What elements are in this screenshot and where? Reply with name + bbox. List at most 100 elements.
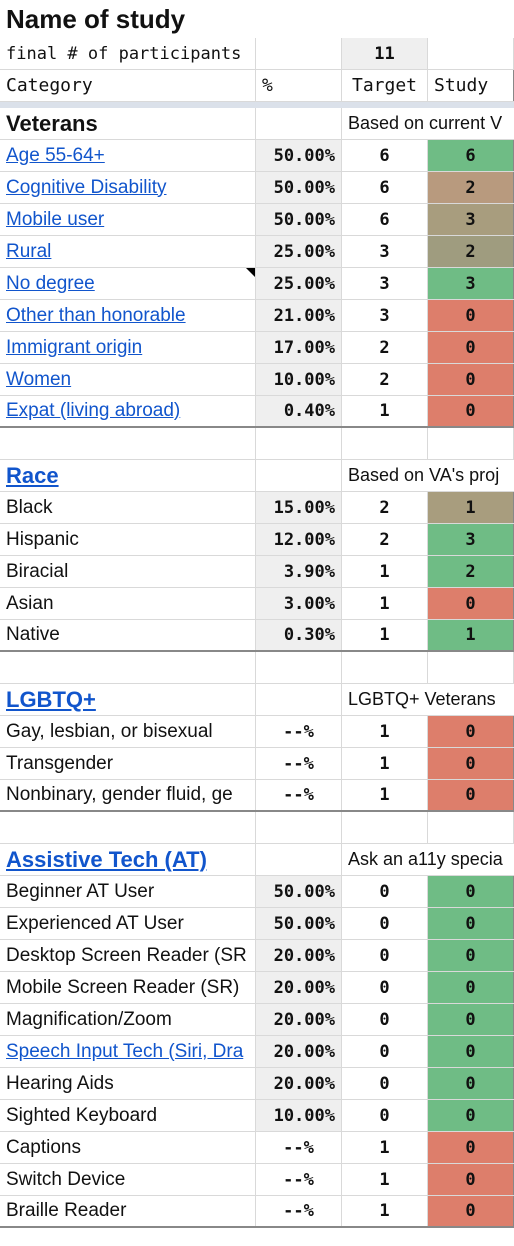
percent-cell[interactable]: 10.00%	[256, 1100, 342, 1131]
study-cell[interactable]: 0	[428, 1004, 514, 1035]
target-cell[interactable]: 0	[342, 1004, 428, 1035]
percent-cell[interactable]: 15.00%	[256, 492, 342, 523]
target-cell[interactable]: 1	[342, 1164, 428, 1195]
category-cell[interactable]: No degree	[0, 268, 256, 299]
target-cell[interactable]: 1	[342, 1196, 428, 1226]
empty-cell[interactable]	[0, 652, 256, 683]
study-cell[interactable]: 2	[428, 172, 514, 203]
empty-cell[interactable]	[428, 652, 514, 683]
percent-cell[interactable]: 50.00%	[256, 140, 342, 171]
category-cell[interactable]: Native	[0, 620, 256, 650]
category-cell[interactable]: Speech Input Tech (Siri, Dra	[0, 1036, 256, 1067]
section-title[interactable]: Race	[6, 462, 59, 488]
category-cell[interactable]: Other than honorable	[0, 300, 256, 331]
target-cell[interactable]: 0	[342, 1068, 428, 1099]
study-cell[interactable]: 0	[428, 716, 514, 747]
target-cell[interactable]: 3	[342, 268, 428, 299]
section-note[interactable]: Ask an a11y specia	[348, 849, 503, 869]
percent-cell[interactable]: 0.30%	[256, 620, 342, 650]
empty-cell[interactable]	[0, 428, 256, 459]
target-cell[interactable]: 1	[342, 396, 428, 426]
target-cell[interactable]: 0	[342, 1100, 428, 1131]
category-cell[interactable]: Women	[0, 364, 256, 395]
percent-cell[interactable]: 20.00%	[256, 1004, 342, 1035]
section-title[interactable]: LGBTQ+	[6, 686, 96, 712]
participants-empty-cell-2[interactable]	[428, 38, 514, 69]
category-cell[interactable]: Black	[0, 492, 256, 523]
category-link[interactable]: Women	[6, 368, 72, 390]
target-cell[interactable]: 1	[342, 748, 428, 779]
percent-cell[interactable]: --%	[256, 1132, 342, 1163]
empty-cell[interactable]	[0, 812, 256, 843]
study-cell[interactable]: 0	[428, 1036, 514, 1067]
category-cell[interactable]: Beginner AT User	[0, 876, 256, 907]
target-cell[interactable]: 2	[342, 332, 428, 363]
study-cell[interactable]: 2	[428, 556, 514, 587]
target-cell[interactable]: 0	[342, 908, 428, 939]
percent-cell[interactable]: --%	[256, 716, 342, 747]
category-link[interactable]: Immigrant origin	[6, 336, 143, 358]
percent-cell[interactable]: 12.00%	[256, 524, 342, 555]
study-cell[interactable]: 0	[428, 972, 514, 1003]
percent-cell[interactable]: 50.00%	[256, 172, 342, 203]
percent-cell[interactable]: 3.00%	[256, 588, 342, 619]
target-cell[interactable]: 0	[342, 1036, 428, 1067]
percent-cell[interactable]: 50.00%	[256, 204, 342, 235]
percent-cell[interactable]: 50.00%	[256, 876, 342, 907]
percent-cell[interactable]: 25.00%	[256, 268, 342, 299]
header-category[interactable]: Category	[0, 70, 256, 101]
study-cell[interactable]: 3	[428, 524, 514, 555]
percent-cell[interactable]: 25.00%	[256, 236, 342, 267]
category-cell[interactable]: Transgender	[0, 748, 256, 779]
study-cell[interactable]: 0	[428, 876, 514, 907]
percent-cell[interactable]: --%	[256, 1196, 342, 1226]
section-title[interactable]: Assistive Tech (AT)	[6, 846, 207, 872]
section-empty-cell[interactable]	[256, 108, 342, 139]
sheet-title[interactable]: Name of study	[6, 4, 186, 34]
empty-cell[interactable]	[342, 652, 428, 683]
section-empty-cell[interactable]	[256, 684, 342, 715]
category-cell[interactable]: Immigrant origin	[0, 332, 256, 363]
category-cell[interactable]: Hispanic	[0, 524, 256, 555]
target-cell[interactable]: 1	[342, 588, 428, 619]
category-cell[interactable]: Nonbinary, gender fluid, ge	[0, 780, 256, 810]
target-cell[interactable]: 1	[342, 1132, 428, 1163]
target-cell[interactable]: 3	[342, 236, 428, 267]
target-cell[interactable]: 2	[342, 524, 428, 555]
study-cell[interactable]: 0	[428, 908, 514, 939]
section-title-cell[interactable]: Veterans	[0, 108, 256, 139]
category-link[interactable]: Age 55-64+	[6, 144, 105, 166]
target-cell[interactable]: 1	[342, 620, 428, 650]
section-note[interactable]: LGBTQ+ Veterans	[348, 689, 496, 709]
category-cell[interactable]: Rural	[0, 236, 256, 267]
target-cell[interactable]: 6	[342, 204, 428, 235]
percent-cell[interactable]: 10.00%	[256, 364, 342, 395]
study-cell[interactable]: 0	[428, 364, 514, 395]
percent-cell[interactable]: --%	[256, 748, 342, 779]
empty-cell[interactable]	[342, 812, 428, 843]
target-cell[interactable]: 0	[342, 972, 428, 1003]
study-cell[interactable]: 0	[428, 940, 514, 971]
category-link[interactable]: Other than honorable	[6, 304, 186, 326]
target-cell[interactable]: 0	[342, 876, 428, 907]
percent-cell[interactable]: 0.40%	[256, 396, 342, 426]
section-title-cell[interactable]: LGBTQ+	[0, 684, 256, 715]
target-cell[interactable]: 1	[342, 556, 428, 587]
percent-cell[interactable]: 20.00%	[256, 940, 342, 971]
category-cell[interactable]: Asian	[0, 588, 256, 619]
study-cell[interactable]: 0	[428, 1196, 514, 1226]
category-cell[interactable]: Experienced AT User	[0, 908, 256, 939]
study-cell[interactable]: 0	[428, 780, 514, 810]
study-cell[interactable]: 3	[428, 268, 514, 299]
participants-value[interactable]: 11	[342, 38, 428, 69]
target-cell[interactable]: 1	[342, 780, 428, 810]
percent-cell[interactable]: --%	[256, 1164, 342, 1195]
target-cell[interactable]: 1	[342, 716, 428, 747]
percent-cell[interactable]: 21.00%	[256, 300, 342, 331]
study-cell[interactable]: 3	[428, 204, 514, 235]
empty-cell[interactable]	[256, 652, 342, 683]
category-cell[interactable]: Braille Reader	[0, 1196, 256, 1226]
study-cell[interactable]: 0	[428, 748, 514, 779]
participants-label[interactable]: final # of participants	[0, 38, 256, 69]
target-cell[interactable]: 0	[342, 940, 428, 971]
